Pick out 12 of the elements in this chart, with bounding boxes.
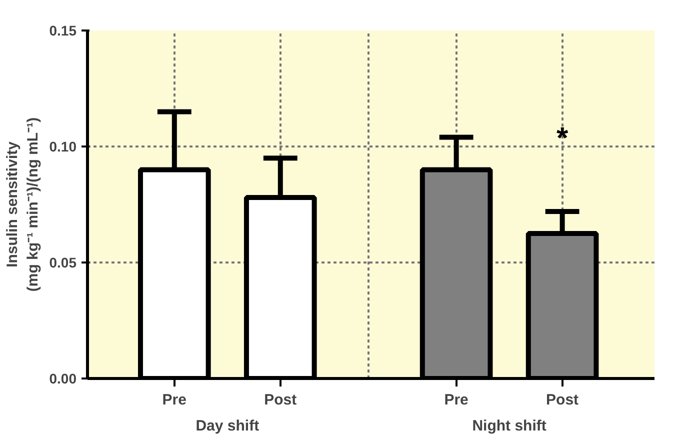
text: Day shift [196,418,260,434]
y-tick-label: 0.15 [49,22,77,38]
y-tick-label: 0.00 [49,370,77,386]
y-axis-title: Insulin sensitivity (mg kg⁻¹ min⁻¹)/(ng mL⁻¹) [4,117,42,292]
x-tick-label: Post [546,392,579,408]
y-tick-label: 0.10 [49,138,77,154]
x-tick-label: Pre [162,392,186,408]
x-tick-label: Pre [444,392,468,408]
y-tick-label: 0.05 [49,254,77,270]
text: Night shift [472,418,546,434]
annotation: * [556,122,568,155]
x-tick-label: Post [264,392,297,408]
